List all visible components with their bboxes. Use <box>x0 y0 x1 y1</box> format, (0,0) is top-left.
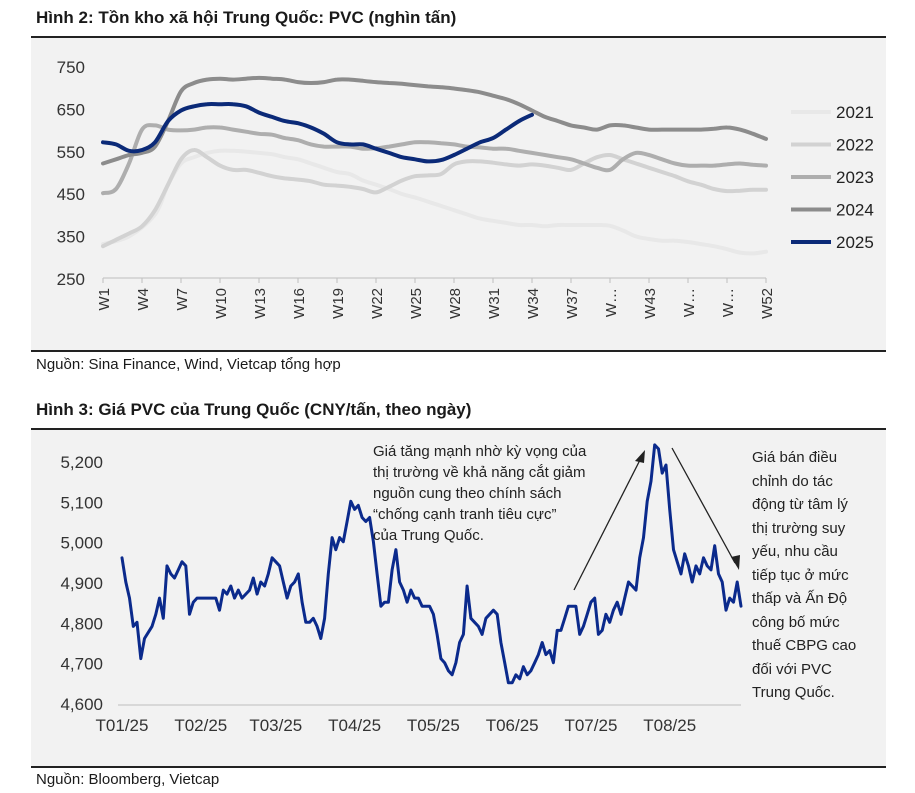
x-tick-label: T08/25 <box>643 716 696 735</box>
legend-label: 2021 <box>836 103 874 122</box>
y-tick-label: 5,000 <box>60 534 103 553</box>
x-tick-label: W52 <box>759 288 776 319</box>
y-tick-label: 4,700 <box>60 655 103 674</box>
x-tick-label: W16 <box>291 288 308 319</box>
annotation-line: thấp và Ấn Độ <box>752 590 848 607</box>
y-tick-label: 250 <box>57 270 85 289</box>
annotation-line: nguồn cung theo chính sách <box>373 485 562 502</box>
legend-label: 2025 <box>836 233 874 252</box>
annotation-line: thị trường về khả năng cắt giảm <box>373 464 586 481</box>
figure3-top-rule <box>31 428 886 430</box>
x-tick-label: W… <box>681 288 698 317</box>
legend-label: 2023 <box>836 168 874 187</box>
x-tick-label: T02/25 <box>174 716 227 735</box>
legend-label: 2024 <box>836 201 874 220</box>
figure2-bottom-rule <box>31 350 886 352</box>
annotation-arrowhead-up <box>635 450 645 463</box>
series-line-2024 <box>101 75 768 166</box>
annotation-line: chỉnh do tác <box>752 472 833 490</box>
y-tick-label: 4,800 <box>60 614 103 633</box>
x-tick-label: W1 <box>96 288 113 311</box>
annotation-arrowhead-down <box>731 555 740 570</box>
annotation-line: Giá tăng mạnh nhờ kỳ vọng của <box>373 443 587 460</box>
y-tick-label: 550 <box>57 143 85 162</box>
annotation-line: động từ tâm lý <box>752 496 848 513</box>
x-tick-label: W10 <box>213 288 230 319</box>
figure2-title: Hình 2: Tồn kho xã hội Trung Quốc: PVC (… <box>36 8 457 27</box>
y-tick-label: 4,900 <box>60 574 103 593</box>
annotation-line: Giá bán điều <box>752 449 838 466</box>
y-tick-label: 350 <box>57 228 85 247</box>
x-tick-label: W… <box>603 288 620 317</box>
series-line-2021 <box>101 148 768 256</box>
figure3-source: Nguồn: Bloomberg, Vietcap <box>36 771 220 788</box>
annotation-line: “chống cạnh tranh tiêu cực” <box>373 506 557 523</box>
figure3-chart: 4,600 4,700 4,800 4,900 5,000 5,100 5,200 T01/2… <box>60 443 743 735</box>
series-line-2025 <box>101 102 534 164</box>
x-tick-label: T07/25 <box>564 716 617 735</box>
series-line-pvc-price <box>120 443 743 685</box>
figure2-source: Nguồn: Sina Finance, Wind, Vietcap tổng … <box>36 356 341 373</box>
x-tick-label: W34 <box>525 288 542 319</box>
y-tick-label: 4,600 <box>60 695 103 714</box>
x-tick-label: W37 <box>564 288 581 319</box>
annotation-line: thị trường suy <box>752 519 846 537</box>
series-line-2022 <box>101 148 768 249</box>
x-tick-label: W31 <box>486 288 503 319</box>
figure2-chart-panel: 250 350 450 550 650 750 W1 W4 W7 W10 W13 W16 W19 W22 W… <box>31 38 886 350</box>
annotation-line: yếu, nhu cầu <box>752 543 838 560</box>
annotation-price-adjust: Giá bán điều chỉnh do tác động từ tâm lý… <box>752 446 882 705</box>
annotation-line: đối với PVC <box>752 660 832 678</box>
figure3-bottom-rule <box>31 766 886 768</box>
x-tick-label: W13 <box>252 288 269 319</box>
annotation-arrow-up <box>573 455 643 591</box>
y-tick-label: 750 <box>57 58 85 77</box>
x-tick-label: W28 <box>447 288 464 319</box>
annotation-line: của Trung Quốc. <box>373 527 484 544</box>
x-tick-label: T01/25 <box>96 716 149 735</box>
x-tick-label: W25 <box>408 288 425 319</box>
annotation-line: Trung Quốc. <box>752 684 835 701</box>
annotation-line: tiếp tục ở mức <box>752 566 849 584</box>
x-tick-label: T05/25 <box>407 716 460 735</box>
y-tick-label: 5,100 <box>60 493 103 512</box>
y-tick-label: 650 <box>57 100 85 119</box>
x-tick-label: W43 <box>642 288 659 319</box>
x-tick-label: W7 <box>174 288 191 311</box>
x-tick-label: T06/25 <box>486 716 539 735</box>
annotation-price-rise: Giá tăng mạnh nhờ kỳ vọng của thị trường… <box>373 441 643 546</box>
x-tick-label: W… <box>720 288 737 317</box>
figure3-title: Hình 3: Giá PVC của Trung Quốc (CNY/tấn,… <box>36 400 472 419</box>
annotation-arrow-down <box>671 447 736 564</box>
y-tick-label: 5,200 <box>60 453 103 472</box>
x-tick-label: T03/25 <box>249 716 302 735</box>
x-tick-label: W19 <box>330 288 347 319</box>
figure2-chart: 250 350 450 550 650 750 W1 W4 W7 W10 W13 W16 W19 W22 W… <box>57 58 874 319</box>
annotation-line: công bố mức <box>752 613 840 631</box>
annotation-line: thuế CBPG cao <box>752 637 857 654</box>
x-tick-label: T04/25 <box>328 716 381 735</box>
x-tick-label: W4 <box>135 288 152 311</box>
figure3-chart-panel: 4,600 4,700 4,800 4,900 5,000 5,100 5,200 T01/2… <box>31 430 886 766</box>
legend-label: 2022 <box>836 136 874 155</box>
series-line-2023 <box>101 123 768 196</box>
figure2-top-rule <box>31 36 886 38</box>
y-tick-label: 450 <box>57 185 85 204</box>
x-tick-label: W22 <box>369 288 386 319</box>
